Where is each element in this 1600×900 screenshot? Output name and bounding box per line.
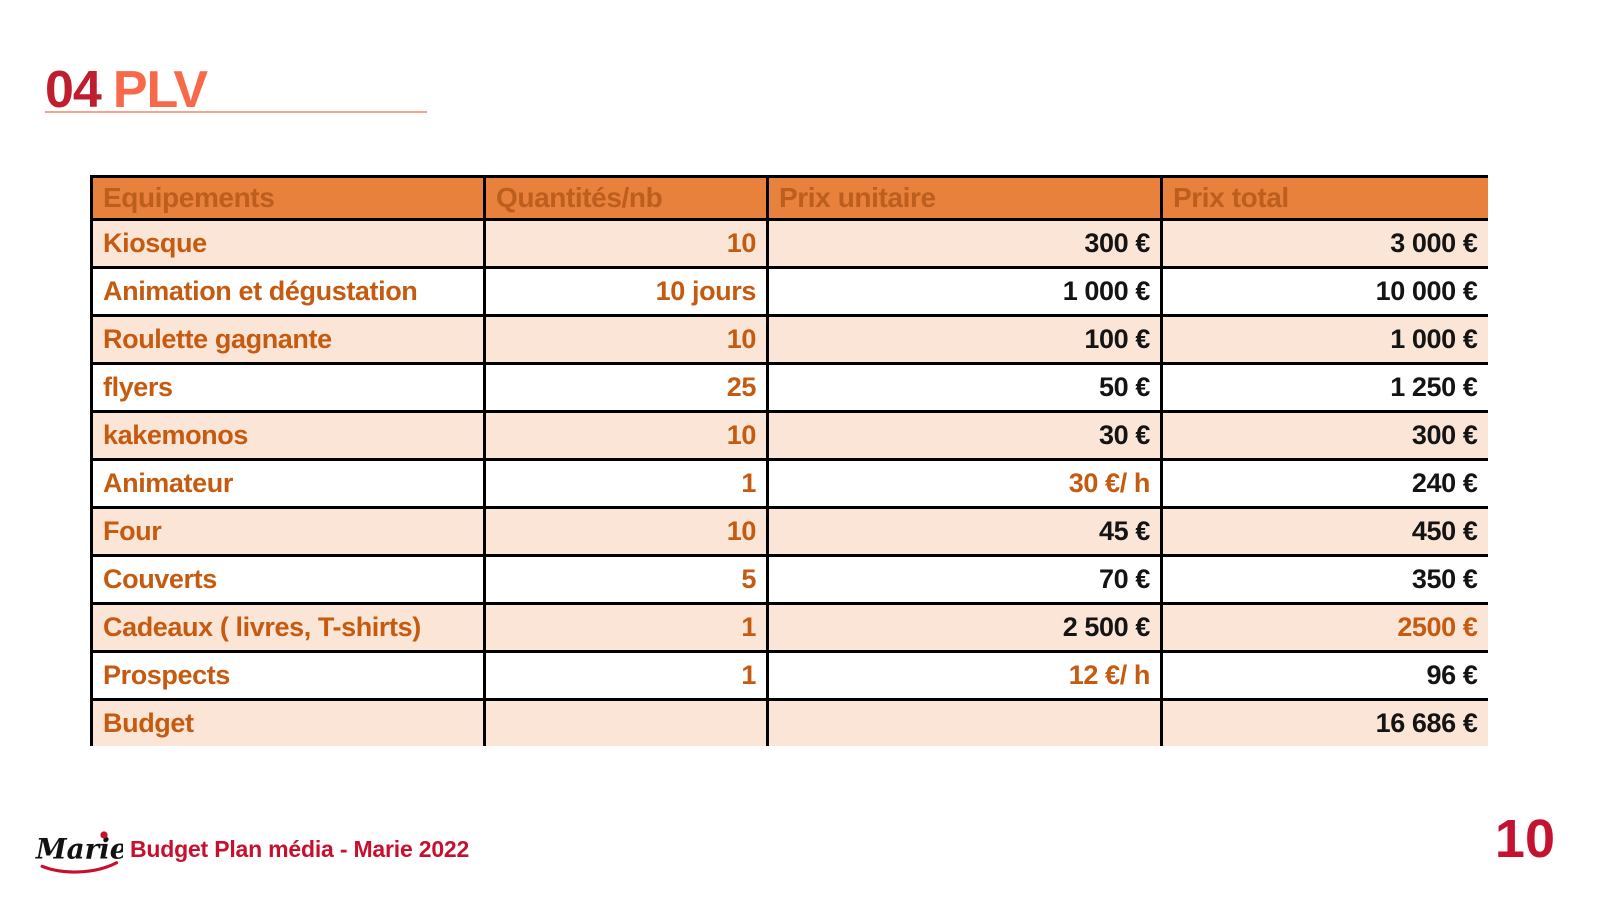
column-header-prix-unitaire: Prix unitaire — [766, 175, 1163, 221]
budget-table-container: Equipements Quantités/nb Prix unitaire Prix… — [90, 175, 1488, 746]
table-header-row: Equipements Quantités/nb Prix unitaire Prix… — [90, 175, 1488, 221]
cell-prix-total: 350 € — [1160, 554, 1488, 605]
cell-quantite — [483, 698, 769, 746]
cell-prix-unitaire: 2 500 € — [766, 602, 1163, 653]
cell-prix-unitaire: 100 € — [766, 314, 1163, 365]
marie-logo-text: Marie — [35, 832, 123, 865]
cell-prix-total: 10 000 € — [1160, 266, 1488, 317]
column-header-prix-total: Prix total — [1160, 175, 1488, 221]
column-header-quantites-nb: Quantités/nb — [483, 175, 769, 221]
cell-prix-unitaire: 50 € — [766, 362, 1163, 413]
logo-heart-dot — [100, 831, 108, 839]
cell-prix-total: 2500 € — [1160, 602, 1488, 653]
cell-quantite: 10 — [483, 410, 769, 461]
page-number: 10 — [1494, 809, 1555, 869]
cell-equipement: Four — [90, 506, 486, 557]
cell-prix-unitaire: 70 € — [766, 554, 1163, 605]
cell-prix-total: 96 € — [1160, 650, 1488, 701]
section-number: 04 — [45, 60, 102, 119]
cell-prix-total: 300 € — [1160, 410, 1488, 461]
cell-equipement: flyers — [90, 362, 486, 413]
cell-prix-unitaire: 12 €/ h — [766, 650, 1163, 701]
cell-equipement: Prospects — [90, 650, 486, 701]
cell-equipement: Animation et dégustation — [90, 266, 486, 317]
cell-prix-unitaire: 30 € — [766, 410, 1163, 461]
title-underline — [45, 111, 427, 113]
cell-prix-unitaire: 45 € — [766, 506, 1163, 557]
cell-quantite: 1 — [483, 602, 769, 653]
cell-prix-total: 16 686 € — [1160, 698, 1488, 746]
column-header-equipements: Equipements — [90, 175, 486, 221]
cell-prix-unitaire: 30 €/ h — [766, 458, 1163, 509]
cell-prix-unitaire: 1 000 € — [766, 266, 1163, 317]
budget-table: Equipements Quantités/nb Prix unitaire Prix… — [90, 175, 1488, 746]
cell-equipement: Kiosque — [90, 218, 486, 269]
table-row: Prospects 1 12 €/ h 96 € — [90, 650, 1488, 701]
cell-prix-total: 1 000 € — [1160, 314, 1488, 365]
footer-caption: Budget Plan média - Marie 2022 — [130, 836, 470, 862]
cell-quantite: 10 — [483, 506, 769, 557]
cell-equipement: Animateur — [90, 458, 486, 509]
table-row: flyers 25 50 €1 250 € — [90, 362, 1488, 413]
logo-swoosh — [40, 861, 119, 874]
cell-prix-total: 3 000 € — [1160, 218, 1488, 269]
cell-quantite: 10 — [483, 314, 769, 365]
table-row: Animation et dégustation 10 jours 1 000 €1… — [90, 266, 1488, 317]
cell-quantite: 1 — [483, 458, 769, 509]
cell-equipement: Cadeaux ( livres, T-shirts) — [90, 602, 486, 653]
section-name: PLV — [112, 60, 208, 119]
cell-equipement: Budget — [90, 698, 486, 746]
cell-prix-total: 450 € — [1160, 506, 1488, 557]
table-row: Kiosque 10 300 €3 000 € — [90, 218, 1488, 269]
marie-logo: Marie — [33, 826, 127, 883]
cell-prix-total: 1 250 € — [1160, 362, 1488, 413]
cell-prix-unitaire — [766, 698, 1163, 746]
table-row: kakemonos 10 30 €300 € — [90, 410, 1488, 461]
table-row: Roulette gagnante 10 100 €1 000 € — [90, 314, 1488, 365]
table-row: Four 10 45 €450 € — [90, 506, 1488, 557]
table-row: Budget 16 686 € — [90, 698, 1488, 746]
cell-equipement: Couverts — [90, 554, 486, 605]
marie-logo-icon: Marie — [35, 831, 127, 874]
cell-quantite: 1 — [483, 650, 769, 701]
cell-quantite: 10 jours — [483, 266, 769, 317]
table-row: Animateur 1 30 €/ h 240 € — [90, 458, 1488, 509]
table-row: Cadeaux ( livres, T-shirts) 1 2 500 €2500 … — [90, 602, 1488, 653]
cell-quantite: 25 — [483, 362, 769, 413]
cell-prix-unitaire: 300 € — [766, 218, 1163, 269]
cell-equipement: Roulette gagnante — [90, 314, 486, 365]
cell-prix-total: 240 € — [1160, 458, 1488, 509]
cell-quantite: 5 — [483, 554, 769, 605]
table-row: Couverts 5 70 €350 € — [90, 554, 1488, 605]
page-title: 04 PLV — [45, 60, 208, 119]
budget-table-body: Kiosque 10 300 €3 000 € Animation et dégust… — [90, 218, 1488, 746]
cell-quantite: 10 — [483, 218, 769, 269]
cell-equipement: kakemonos — [90, 410, 486, 461]
